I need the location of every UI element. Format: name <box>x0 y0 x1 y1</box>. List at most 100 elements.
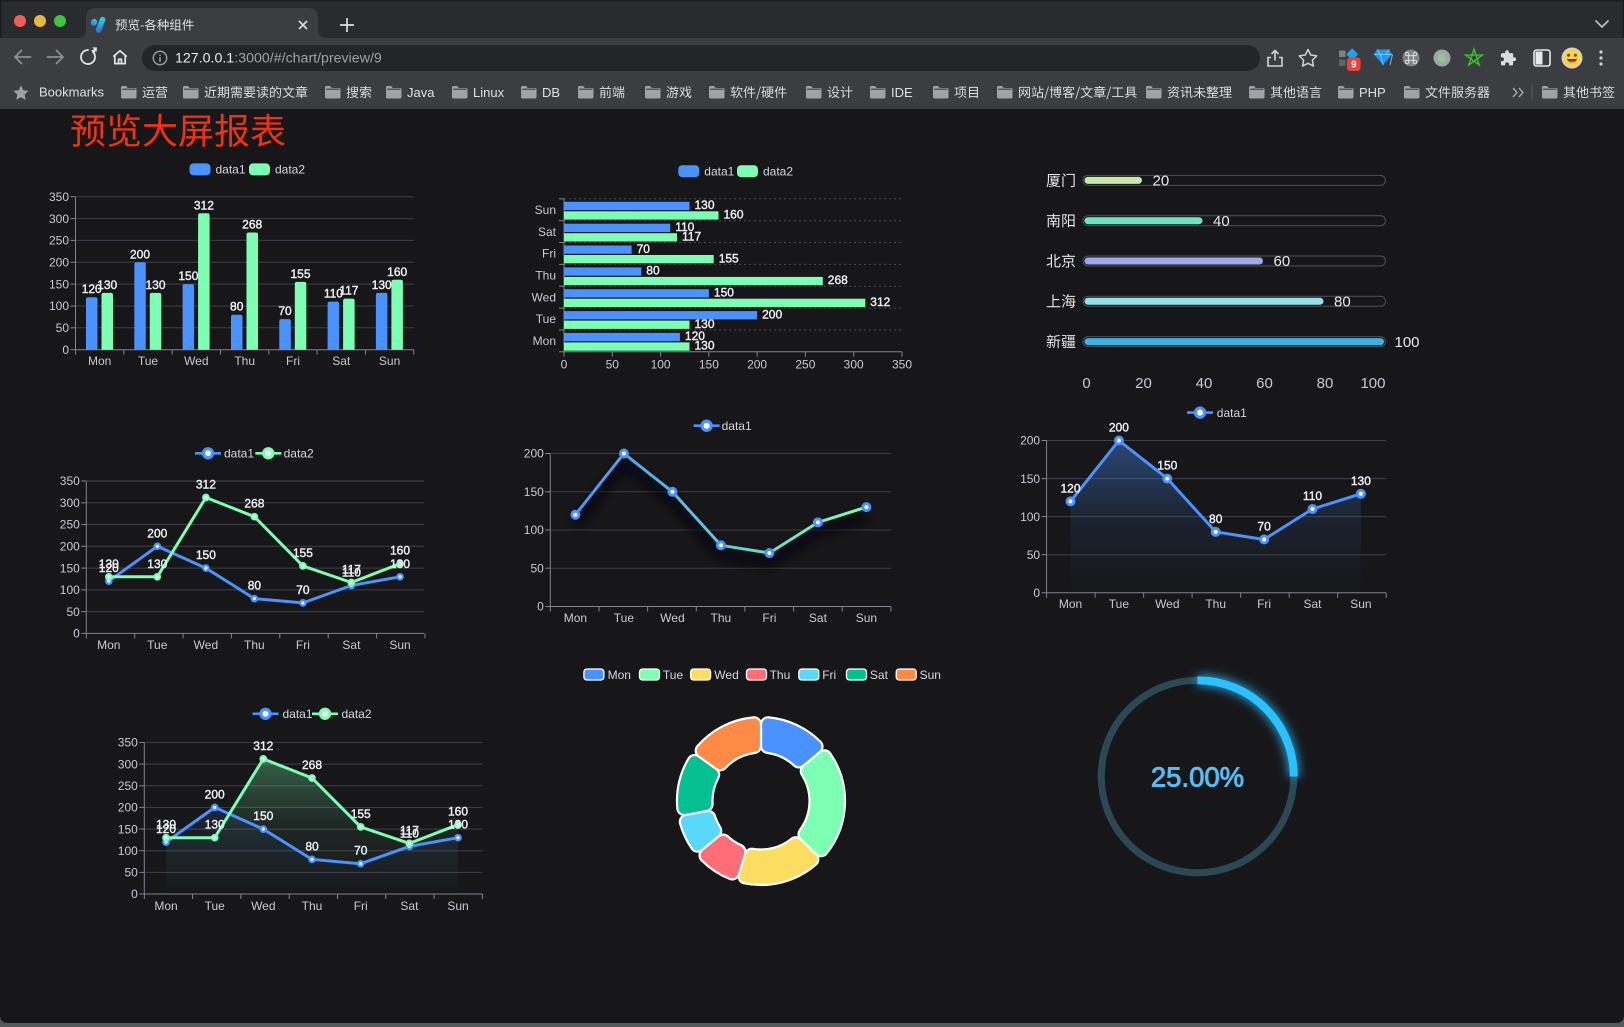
svg-text:Fri: Fri <box>296 638 310 652</box>
svg-text:Wed: Wed <box>194 638 218 652</box>
svg-text:70: 70 <box>354 844 368 858</box>
svg-text:100: 100 <box>118 844 138 858</box>
svg-text:Tue: Tue <box>147 638 168 652</box>
svg-text:IDE: IDE <box>891 85 913 100</box>
svg-text:120: 120 <box>1060 481 1080 495</box>
svg-text:DB: DB <box>542 85 560 100</box>
svg-text:130: 130 <box>372 278 392 292</box>
svg-text:40: 40 <box>1196 375 1213 392</box>
svg-text:200: 200 <box>747 358 767 372</box>
svg-text:155: 155 <box>293 546 313 560</box>
svg-text:150: 150 <box>178 269 198 283</box>
svg-text:120: 120 <box>685 329 705 343</box>
svg-text:Wed: Wed <box>532 290 556 304</box>
svg-text:Fri: Fri <box>542 247 556 261</box>
svg-text:130: 130 <box>695 198 715 212</box>
svg-text:130: 130 <box>147 557 167 571</box>
svg-text:data2: data2 <box>284 447 314 461</box>
svg-text:50: 50 <box>606 358 620 372</box>
svg-text:130: 130 <box>97 278 117 292</box>
svg-text:250: 250 <box>60 518 80 532</box>
svg-text:150: 150 <box>118 822 138 836</box>
svg-text:117: 117 <box>682 230 701 244</box>
svg-text:0: 0 <box>561 358 568 372</box>
svg-text:80: 80 <box>305 839 319 853</box>
svg-text:110: 110 <box>1303 489 1322 503</box>
svg-text:100: 100 <box>651 358 671 372</box>
svg-text:100: 100 <box>524 523 544 537</box>
svg-text:60: 60 <box>1256 375 1273 392</box>
svg-text:PHP: PHP <box>1359 85 1386 100</box>
svg-text:80: 80 <box>1334 294 1351 311</box>
svg-text:150: 150 <box>49 277 69 291</box>
svg-text:80: 80 <box>230 300 244 314</box>
svg-text:Thu: Thu <box>770 668 791 682</box>
svg-text:160: 160 <box>387 265 407 279</box>
svg-text:130: 130 <box>390 557 410 571</box>
svg-text:0: 0 <box>62 343 69 357</box>
svg-text:200: 200 <box>524 447 544 461</box>
svg-text:60: 60 <box>1274 253 1291 270</box>
svg-text:300: 300 <box>118 757 138 771</box>
svg-text:350: 350 <box>60 474 80 488</box>
svg-text:150: 150 <box>253 809 273 823</box>
svg-text:80: 80 <box>646 264 660 278</box>
svg-text:80: 80 <box>248 579 262 593</box>
svg-text:200: 200 <box>118 801 138 815</box>
svg-text:Sat: Sat <box>342 638 361 652</box>
svg-text:0: 0 <box>1033 586 1040 600</box>
svg-text:0: 0 <box>537 600 544 614</box>
svg-text:Sat: Sat <box>400 899 419 913</box>
svg-text:268: 268 <box>302 758 322 772</box>
svg-text:Sat: Sat <box>1303 597 1322 611</box>
svg-text:100: 100 <box>1395 334 1420 351</box>
svg-text:50: 50 <box>66 605 80 619</box>
svg-text:Fri: Fri <box>1257 597 1271 611</box>
svg-text:130: 130 <box>695 317 715 331</box>
svg-text:Sun: Sun <box>1350 597 1371 611</box>
svg-text:250: 250 <box>118 779 138 793</box>
svg-text:100: 100 <box>49 299 69 313</box>
svg-text:Mon: Mon <box>533 334 556 348</box>
svg-text:268: 268 <box>244 497 264 511</box>
svg-text:150: 150 <box>524 485 544 499</box>
svg-text:200: 200 <box>1020 434 1040 448</box>
svg-text:Thu: Thu <box>244 638 265 652</box>
svg-text:130: 130 <box>448 818 468 832</box>
svg-text:Thu: Thu <box>535 269 556 283</box>
svg-text:155: 155 <box>351 807 371 821</box>
svg-text:117: 117 <box>339 284 358 298</box>
svg-text:20: 20 <box>1153 173 1170 190</box>
svg-text:Sun: Sun <box>379 354 400 368</box>
svg-text:250: 250 <box>49 234 69 248</box>
svg-text:160: 160 <box>724 208 744 222</box>
svg-text:Fri: Fri <box>762 611 776 625</box>
svg-text:Sat: Sat <box>870 668 889 682</box>
svg-text:0: 0 <box>1082 375 1090 392</box>
svg-text:150: 150 <box>714 286 734 300</box>
svg-text:312: 312 <box>196 478 216 492</box>
svg-text:312: 312 <box>194 198 214 212</box>
svg-text:70: 70 <box>278 304 292 318</box>
svg-text:Fri: Fri <box>822 668 836 682</box>
svg-text:117: 117 <box>342 563 361 577</box>
svg-text:200: 200 <box>130 247 150 261</box>
svg-text:Wed: Wed <box>714 668 738 682</box>
svg-text:200: 200 <box>147 526 167 540</box>
svg-text:80: 80 <box>1317 375 1334 392</box>
svg-text:Sun: Sun <box>856 611 877 625</box>
svg-text:Wed: Wed <box>251 899 275 913</box>
svg-text:50: 50 <box>124 866 138 880</box>
svg-text:150: 150 <box>60 561 80 575</box>
svg-text:130: 130 <box>156 818 176 832</box>
svg-text:350: 350 <box>892 358 912 372</box>
svg-text:Mon: Mon <box>88 354 111 368</box>
svg-text:250: 250 <box>795 358 815 372</box>
svg-text:0: 0 <box>131 887 138 901</box>
svg-text:110: 110 <box>342 566 361 580</box>
svg-text:120: 120 <box>156 822 176 836</box>
svg-text:200: 200 <box>762 307 782 321</box>
svg-text:150: 150 <box>699 358 719 372</box>
svg-text:200: 200 <box>1109 421 1129 435</box>
svg-text:Sat: Sat <box>809 611 828 625</box>
